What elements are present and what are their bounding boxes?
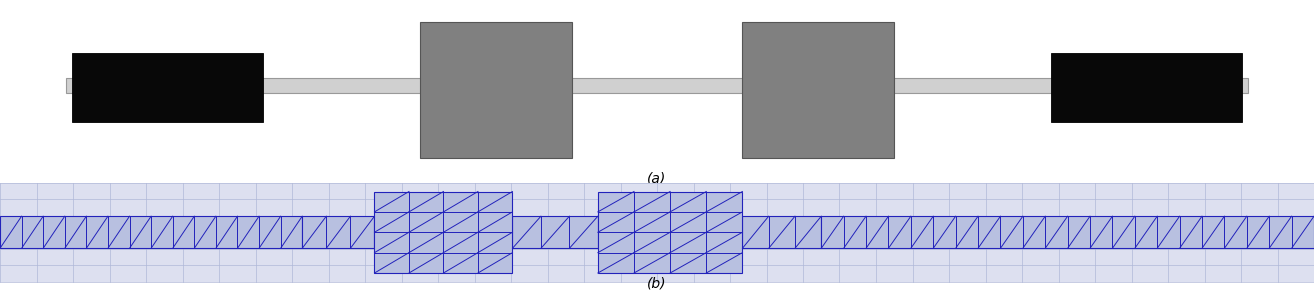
Bar [1051,53,1242,122]
Text: (a): (a) [648,172,666,186]
Bar [66,78,1248,93]
Bar [0,216,302,248]
Bar [374,191,512,273]
Bar [598,191,742,273]
Bar [302,216,374,248]
Bar [742,216,821,248]
Bar [72,53,263,122]
Bar [512,216,598,248]
Bar [0,183,1314,282]
Bar [420,21,572,158]
Bar [742,21,894,158]
Bar [821,216,1314,248]
Text: (b): (b) [648,276,666,290]
